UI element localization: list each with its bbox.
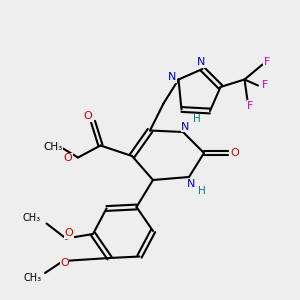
Text: N: N	[168, 72, 176, 82]
Text: O: O	[64, 228, 74, 238]
Text: O: O	[83, 111, 92, 121]
Text: O: O	[63, 153, 72, 163]
Text: F: F	[247, 101, 254, 111]
Text: H: H	[198, 186, 206, 197]
Text: CH₃: CH₃	[43, 142, 62, 152]
Text: H: H	[193, 114, 200, 124]
Text: F: F	[261, 80, 268, 90]
Text: F: F	[264, 56, 270, 67]
Text: N: N	[181, 122, 190, 132]
Text: CH₃: CH₃	[23, 213, 41, 223]
Text: CH₃: CH₃	[23, 273, 41, 284]
Text: O: O	[230, 148, 239, 158]
Text: N: N	[187, 178, 196, 189]
Text: N: N	[197, 57, 205, 68]
Text: O: O	[60, 257, 69, 268]
